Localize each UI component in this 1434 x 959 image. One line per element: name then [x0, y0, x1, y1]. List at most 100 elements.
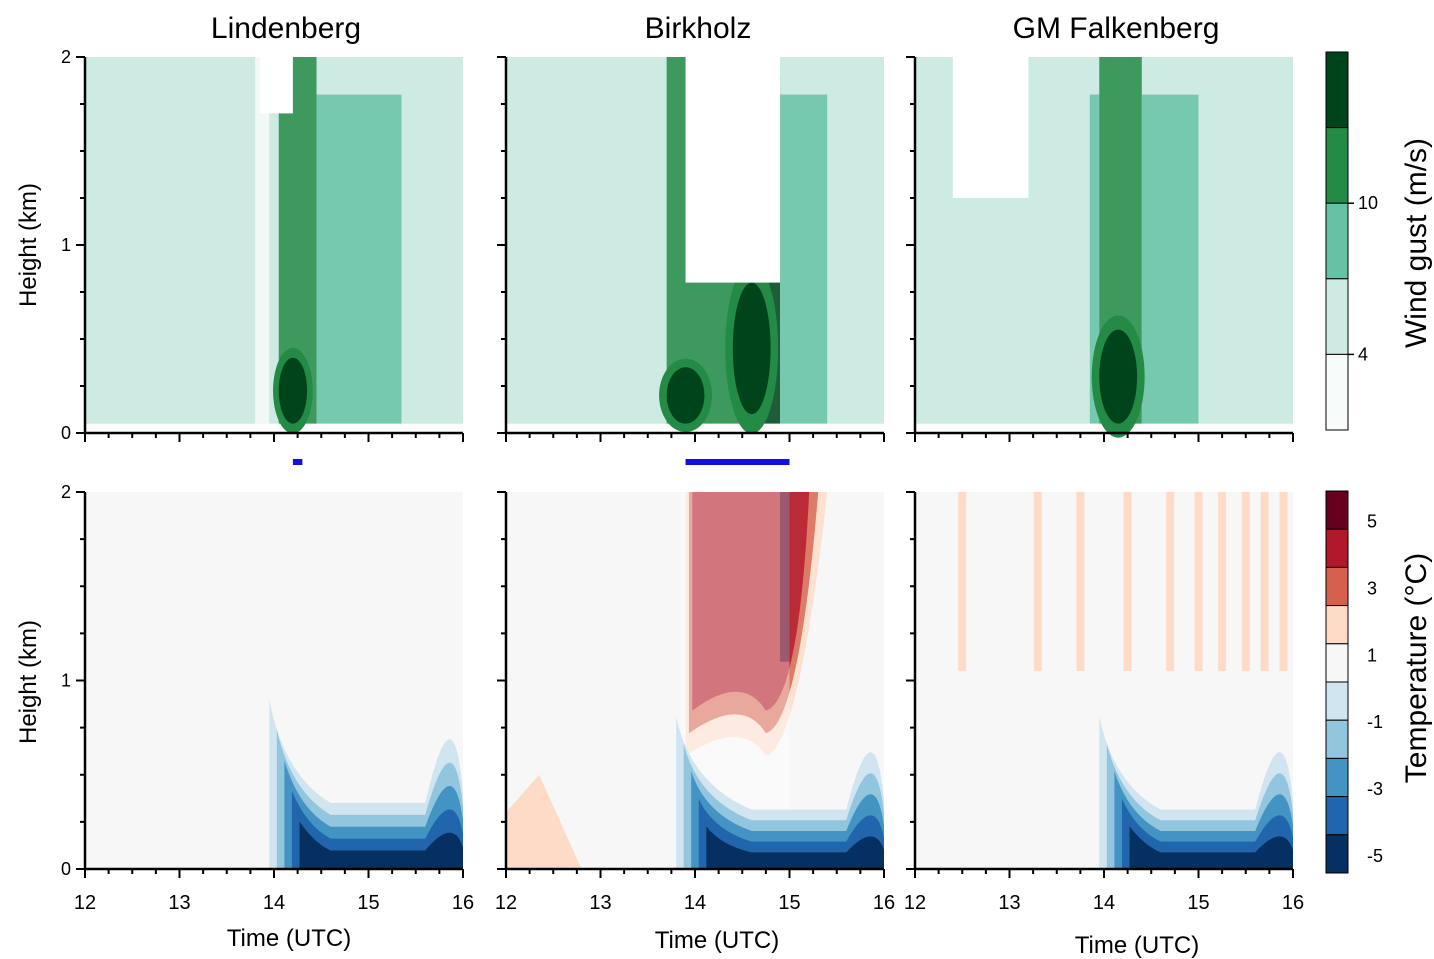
x-tick-label: 12	[74, 892, 96, 914]
y-tick-label: 0	[61, 859, 71, 879]
x-tick-label: 13	[998, 892, 1020, 914]
y-tick-label: 0	[61, 423, 71, 443]
wind-band	[368, 94, 402, 424]
warm-streak	[1279, 492, 1288, 672]
temperature-colorbar-swatch	[1325, 566, 1349, 607]
wind-core	[732, 282, 771, 415]
wind-band	[780, 94, 828, 424]
wind-band	[255, 57, 270, 424]
warm-streak	[958, 492, 967, 672]
wind-colorbar-tick-label: 4	[1358, 344, 1368, 364]
wind-band	[1089, 94, 1100, 424]
temperature-colorbar-swatch	[1325, 796, 1349, 836]
warm-anomaly-layer	[692, 492, 810, 711]
warm-streak	[1123, 492, 1132, 672]
cold-pool-layer	[1129, 826, 1293, 869]
x-tick-label: 16	[452, 892, 474, 914]
y-tick-label: 1	[61, 671, 71, 691]
warm-streak	[1033, 492, 1042, 672]
x-tick-label: 15	[778, 892, 800, 914]
wind-core	[1099, 329, 1138, 424]
gust-duration-bar	[292, 459, 303, 465]
wind-gust-panel-lindenberg	[85, 57, 463, 434]
missing-data-region	[685, 57, 781, 283]
wind-band	[600, 75, 667, 424]
wind-band	[1198, 75, 1256, 424]
wind-band	[1255, 75, 1293, 424]
y-axis-label-top: Height (km)	[15, 183, 42, 307]
cold-pool-layer	[299, 821, 463, 869]
gust-duration-markers	[292, 459, 790, 465]
wind-gust-panel-birkholz	[506, 57, 884, 434]
wind-colorbar-swatch	[1325, 127, 1349, 204]
y-tick-label: 2	[61, 47, 71, 67]
temperature-colorbar-swatch	[1325, 719, 1349, 759]
warm-streak	[1076, 492, 1085, 672]
temperature-colorbar-tick-label: 1	[1367, 645, 1377, 665]
y-tick-label: 2	[61, 482, 71, 502]
wind-band	[827, 75, 884, 424]
temperature-colorbar-tick-label: -5	[1367, 846, 1383, 866]
temperature-colorbar-swatch	[1325, 757, 1349, 798]
x-tick-label: 14	[263, 892, 285, 914]
missing-data-region	[952, 57, 1029, 198]
y-axis-label-bottom: Height (km)	[15, 620, 42, 744]
warm-streak	[1194, 492, 1203, 672]
temperature-colorbar-swatch	[1325, 643, 1349, 683]
x-tick-label: 14	[1093, 892, 1115, 914]
wind-band	[506, 75, 601, 424]
temperature-colorbar: 5 3 1 -1 -3 -5	[1325, 490, 1383, 874]
temperature-colorbar-swatch	[1325, 605, 1349, 645]
temperature-panel-lindenberg	[85, 492, 463, 869]
panel-title-falkenberg: GM Falkenberg	[1013, 12, 1220, 45]
temperature-colorbar-tick-label: 3	[1367, 578, 1377, 598]
x-tick-label: 14	[684, 892, 706, 914]
x-tick-label: 12	[904, 892, 926, 914]
x-axis-label-left: Time (UTC)	[227, 925, 351, 952]
wind-colorbar-label: Wind gust (m/s)	[1400, 138, 1433, 348]
x-tick-label: 15	[357, 892, 379, 914]
x-axis-label-right: Time (UTC)	[1075, 932, 1199, 959]
panel-title-lindenberg: Lindenberg	[211, 12, 361, 45]
temperature-colorbar-swatch	[1325, 681, 1349, 721]
x-tick-label: 15	[1187, 892, 1209, 914]
warm-streak	[1241, 492, 1250, 672]
wind-colorbar-swatch	[1325, 353, 1349, 431]
wind-core	[278, 357, 308, 424]
temperature-colorbar-tick-label: -3	[1367, 779, 1383, 799]
temperature-colorbar-tick-label: 5	[1367, 512, 1377, 532]
x-tick-label: 16	[873, 892, 895, 914]
x-tick-label: 13	[168, 892, 190, 914]
temperature-colorbar-swatch	[1325, 834, 1349, 874]
wind-colorbar-swatch	[1325, 278, 1349, 355]
warm-streak	[1260, 492, 1269, 672]
wind-colorbar-tick-label: 10	[1358, 193, 1378, 213]
cold-pool-layer	[1121, 798, 1293, 869]
wind-colorbar-swatch	[1325, 202, 1349, 280]
wind-core	[666, 367, 705, 424]
missing-data-region	[259, 57, 293, 114]
temperature-colorbar-label: Temperature (°C)	[1400, 553, 1433, 783]
temperature-colorbar-swatch	[1325, 528, 1349, 568]
x-axis-label-middle: Time (UTC)	[655, 927, 779, 954]
wind-band	[1141, 94, 1199, 424]
temperature-colorbar-tick-label: -1	[1367, 712, 1383, 732]
gust-duration-bar	[685, 459, 790, 465]
wind-band	[85, 75, 256, 424]
cold-pool-layer	[291, 790, 463, 869]
x-tick-label: 13	[589, 892, 611, 914]
wind-band	[269, 75, 279, 424]
panel-title-birkholz: Birkholz	[645, 12, 752, 45]
wind-band	[1066, 75, 1090, 424]
temperature-panel-falkenberg	[915, 492, 1293, 869]
wind-band	[316, 94, 369, 424]
near-surface-warm-region	[506, 774, 582, 869]
wind-colorbar-swatch	[1325, 51, 1349, 129]
warm-streak	[1166, 492, 1175, 672]
temperature-colorbar-swatch	[1325, 490, 1349, 530]
x-tick-label: 16	[1282, 892, 1304, 914]
wind-gust-colorbar: 4 10	[1325, 51, 1378, 431]
cold-pool-layer	[706, 826, 884, 869]
